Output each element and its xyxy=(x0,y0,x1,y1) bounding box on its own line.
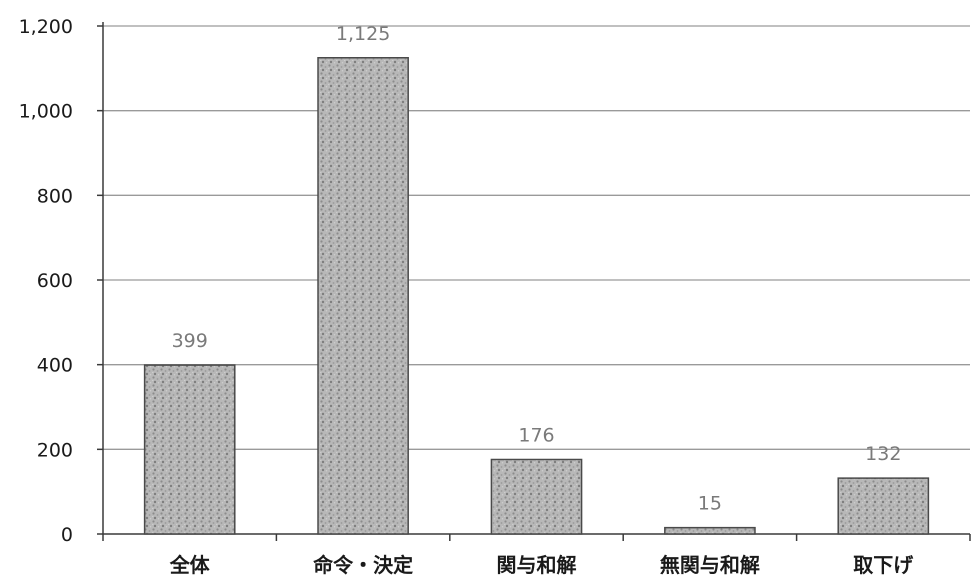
x-axis-category-labels: 全体 命令・決定 関与和解 無関与和解 取下げ xyxy=(169,553,915,577)
data-label-3: 176 xyxy=(518,424,554,446)
category-label-4: 無関与和解 xyxy=(660,553,760,577)
data-label-1: 399 xyxy=(172,330,208,352)
y-axis-tick-labels: 0 200 400 600 800 1,000 1,200 xyxy=(19,16,73,546)
y-tick-label: 1,000 xyxy=(19,101,73,123)
y-tick-label: 600 xyxy=(37,270,73,292)
y-tick-label: 0 xyxy=(61,524,73,546)
gridlines xyxy=(103,25,970,450)
data-labels: 399 1,125 176 15 132 xyxy=(172,23,902,515)
data-label-2: 1,125 xyxy=(336,23,390,45)
category-label-5: 取下げ xyxy=(853,553,914,577)
bar-5 xyxy=(837,477,930,535)
bar-1 xyxy=(143,364,236,535)
bar-3 xyxy=(490,458,583,535)
bar-2 xyxy=(317,57,409,535)
y-tick-label: 200 xyxy=(37,439,73,461)
y-tick-label: 1,200 xyxy=(19,16,73,38)
data-label-4: 15 xyxy=(698,493,722,515)
y-tick-label: 400 xyxy=(37,355,73,377)
category-label-2: 命令・決定 xyxy=(313,553,413,577)
bars xyxy=(143,57,930,535)
bar-4 xyxy=(664,526,756,535)
data-label-5: 132 xyxy=(865,443,901,465)
y-tick-label: 800 xyxy=(37,185,73,207)
category-label-3: 関与和解 xyxy=(497,553,577,577)
category-label-1: 全体 xyxy=(169,553,211,577)
